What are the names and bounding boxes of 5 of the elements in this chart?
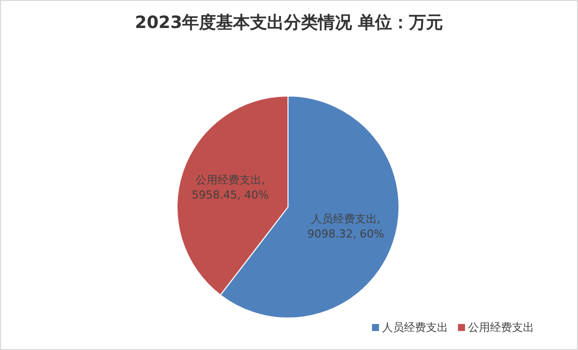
data-label: 人员经费支出, 9098.32, 60% xyxy=(307,212,384,241)
legend-label: 公用经费支出 xyxy=(468,321,534,334)
legend-label: 人员经费支出 xyxy=(382,321,448,334)
data-label: 公用经费支出, 5958.45, 40% xyxy=(192,173,269,202)
chart-title: 2023年度基本支出分类情况 单位：万元 xyxy=(134,13,444,33)
